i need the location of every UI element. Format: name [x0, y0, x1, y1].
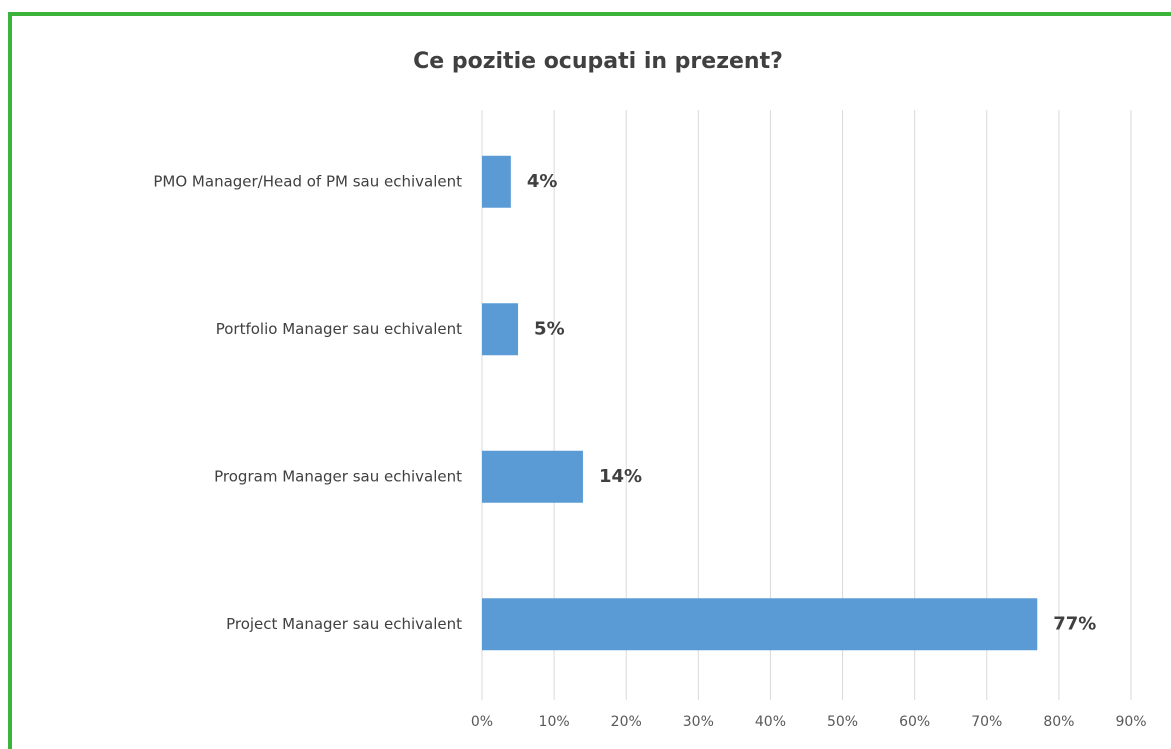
bar [482, 598, 1038, 651]
data-label: 77% [1053, 613, 1096, 634]
y-tick-label: Program Manager sau echivalent [214, 467, 462, 485]
data-label: 5% [534, 318, 565, 339]
y-tick-label: PMO Manager/Head of PM sau echivalent [153, 172, 462, 190]
x-tick-label: 40% [755, 714, 786, 730]
x-tick-label: 0% [471, 714, 493, 730]
y-tick-label: Project Manager sau echivalent [226, 615, 462, 633]
x-tick-label: 50% [827, 714, 858, 730]
x-tick-label: 80% [1043, 714, 1074, 730]
bar [482, 155, 511, 208]
x-tick-label: 20% [611, 714, 642, 730]
x-tick-label: 10% [539, 714, 570, 730]
x-tick-label: 60% [899, 714, 930, 730]
y-tick-label: Portfolio Manager sau echivalent [216, 320, 462, 338]
chart-title: Ce pozitie ocupati in prezent? [413, 49, 783, 74]
data-label: 14% [599, 466, 642, 487]
data-label: 4% [527, 171, 558, 192]
x-tick-label: 90% [1115, 714, 1146, 730]
x-tick-label: 70% [971, 714, 1002, 730]
x-tick-label: 30% [683, 714, 714, 730]
bar [482, 303, 519, 356]
bar [482, 450, 583, 503]
